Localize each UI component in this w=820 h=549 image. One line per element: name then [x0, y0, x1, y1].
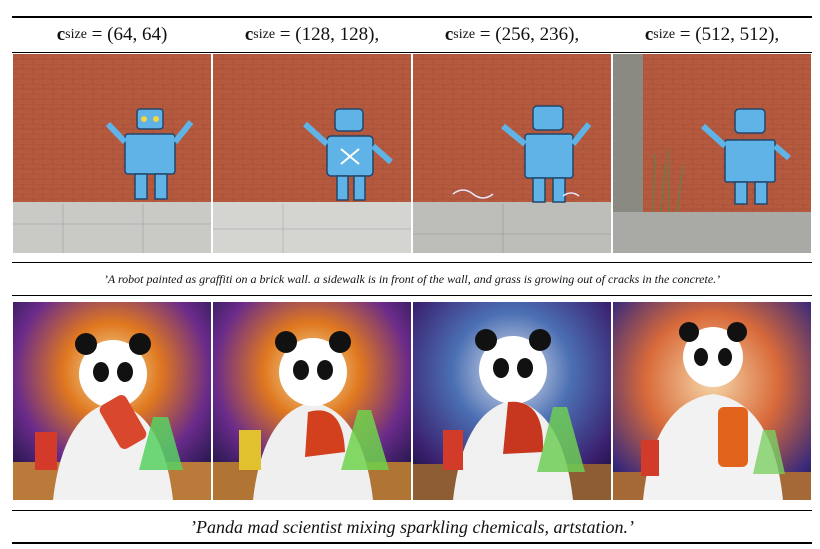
panda-image-64 — [13, 302, 211, 500]
panda-image-256 — [413, 302, 611, 500]
panda-caption: ’Panda mad scientist mixing sparkling ch… — [190, 517, 634, 537]
caption1-top-rule — [12, 262, 812, 263]
column-header-3: c size = (256, 236), — [444, 24, 580, 45]
robot-image-512 — [613, 54, 811, 253]
robot-image-64 — [13, 54, 211, 253]
caption2-top-rule — [12, 510, 812, 511]
robot-image-128 — [213, 54, 411, 253]
panda-image-512 — [613, 302, 811, 500]
top-rule — [12, 16, 812, 18]
caption1-bottom-rule — [12, 295, 812, 296]
column-header-1: c size = (64, 64) — [56, 24, 168, 45]
robot-image-256 — [413, 54, 611, 253]
column-header-2: c size = (128, 128), — [244, 24, 380, 45]
header-rule — [12, 52, 812, 53]
robot-caption: ’A robot painted as graffiti on a brick … — [103, 272, 721, 286]
bottom-rule — [12, 542, 812, 544]
panda-image-128 — [213, 302, 411, 500]
column-header-4: c size = (512, 512), — [644, 24, 780, 45]
